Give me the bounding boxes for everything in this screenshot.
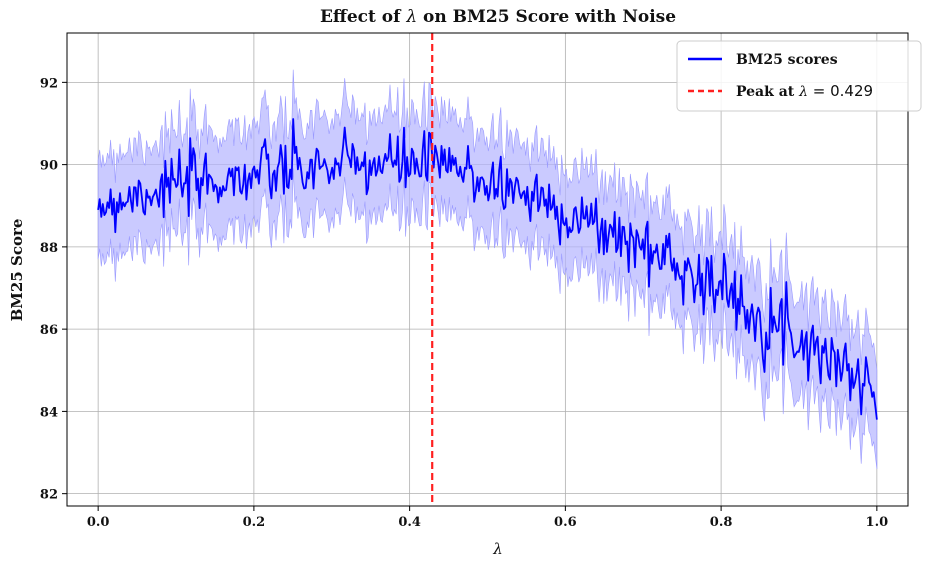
y-tick-label: 84	[40, 405, 58, 420]
x-tick-label: 0.2	[243, 515, 266, 530]
legend-label-bm25-scores: BM25 scores	[736, 52, 838, 68]
legend-label-peak: Peak at λ = 0.429	[736, 82, 873, 100]
x-axis-ticks: 0.0 0.2 0.4 0.6 0.8 1.0	[87, 506, 888, 530]
y-tick-label: 82	[40, 488, 58, 503]
y-axis-ticks: 82 84 86 88 90 92	[40, 76, 67, 503]
x-axis-label: λ	[492, 540, 503, 558]
x-tick-label: 0.8	[710, 515, 733, 530]
chart-title: Effect of λ on BM25 Score with Noise	[320, 7, 676, 27]
chart-title-symbol: λ	[405, 7, 417, 27]
chart-title-prefix: Effect of	[320, 7, 406, 27]
y-axis-label: BM25 Score	[8, 219, 26, 322]
y-tick-label: 90	[40, 159, 58, 174]
series-line-layer	[97, 118, 878, 420]
plot-area	[67, 33, 908, 506]
x-tick-label: 0.6	[554, 515, 577, 530]
x-tick-label: 0.0	[87, 515, 110, 530]
legend-peak-math: = 0.429	[808, 82, 873, 100]
y-tick-label: 86	[40, 323, 58, 338]
legend-box	[676, 40, 922, 112]
legend-peak-symbol: λ	[798, 84, 808, 100]
chart-title-suffix: on BM25 Score with Noise	[417, 7, 676, 27]
y-tick-label: 88	[40, 241, 58, 256]
legend-peak-prefix: Peak at	[736, 84, 799, 100]
series-line-bm25-scores	[97, 118, 878, 420]
x-tick-label: 1.0	[866, 515, 889, 530]
y-tick-label: 92	[40, 76, 58, 91]
legend: BM25 scores Peak at λ = 0.429	[676, 40, 922, 112]
x-tick-label: 0.4	[398, 515, 421, 530]
plot-frame	[66, 32, 909, 507]
